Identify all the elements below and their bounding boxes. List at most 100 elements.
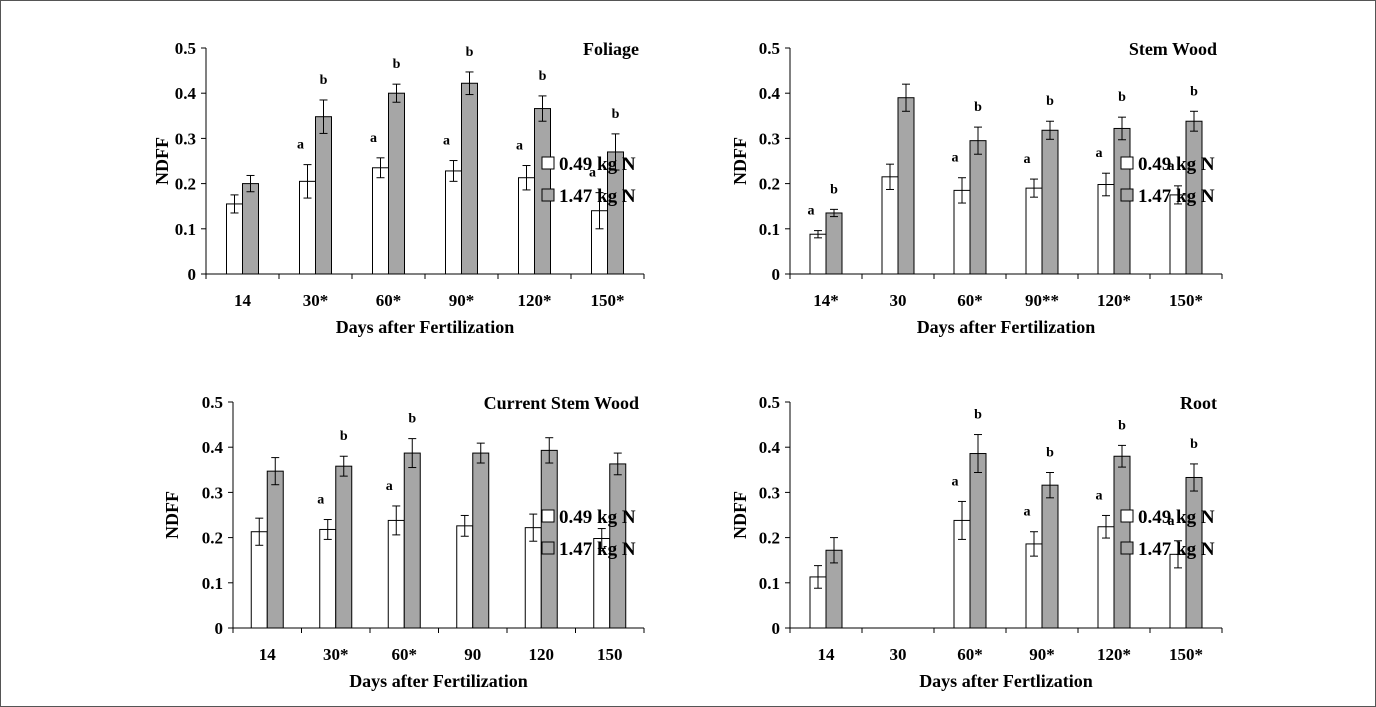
x-axis-title: Days after Fertlization: [919, 671, 1093, 691]
x-tick-label: 90*: [449, 291, 475, 310]
bar-low-n: [881, 176, 899, 275]
y-tick-label: 0.3: [202, 483, 223, 502]
legend-label: 1.47 kg N: [1138, 539, 1215, 560]
x-tick-label: 30*: [323, 645, 349, 664]
x-tick-label: 14: [818, 645, 836, 664]
y-tick-label: 0.5: [175, 39, 196, 58]
x-tick-label: 14: [259, 645, 277, 664]
y-tick-label: 0.3: [175, 129, 196, 148]
legend-swatch: [541, 188, 555, 202]
bar-low-n: [809, 233, 827, 275]
x-tick-label: 120: [529, 645, 555, 664]
x-tick-label: 90**: [1025, 291, 1059, 310]
legend-swatch: [1120, 156, 1134, 170]
x-tick-label: 60*: [957, 291, 983, 310]
x-tick-label: 120*: [518, 291, 552, 310]
x-tick-label: 60*: [957, 645, 983, 664]
significance-letter: b: [393, 57, 401, 72]
legend-label: 1.47 kg N: [559, 186, 636, 207]
x-tick-label: 30*: [303, 291, 329, 310]
bar-high-n: [335, 465, 353, 629]
significance-letter: b: [974, 408, 982, 423]
bar-high-n: [825, 212, 843, 275]
significance-letter: b: [830, 182, 838, 197]
significance-letter: b: [1118, 90, 1126, 105]
panel-title: Stem Wood: [1129, 39, 1217, 59]
significance-letter: a: [317, 493, 324, 508]
y-tick-label: 0.2: [759, 175, 780, 194]
bar-high-n: [969, 140, 987, 275]
x-tick-label: 90: [464, 645, 481, 664]
legend-swatch: [1120, 509, 1134, 523]
x-tick-label: 14*: [813, 291, 839, 310]
bar-high-n: [969, 453, 987, 629]
x-tick-label: 14: [234, 291, 252, 310]
bar-high-n: [897, 97, 915, 275]
significance-letter: a: [1024, 152, 1031, 167]
bar-low-n: [226, 203, 243, 275]
x-tick-label: 150*: [1169, 291, 1203, 310]
bar-low-n: [445, 170, 462, 275]
bar-high-n: [540, 449, 558, 629]
x-tick-label: 150: [597, 645, 623, 664]
x-tick-label: 30: [890, 291, 907, 310]
x-tick-label: 120*: [1097, 645, 1131, 664]
panel-title: Root: [1180, 393, 1217, 413]
chart-panel-4: 0 0.1 0.2 0.3 0.4 0.5 NDFF 14 30 60* 90* 120* 150* a a…: [730, 393, 1223, 691]
bar-low-n: [524, 527, 542, 629]
y-tick-label: 0.1: [759, 220, 780, 239]
y-tick-label: 0.2: [202, 529, 223, 548]
significance-letter: a: [1096, 146, 1103, 161]
legend-swatch: [1120, 188, 1134, 202]
y-axis-title: NDFF: [152, 137, 172, 185]
y-tick-label: 0.1: [175, 220, 196, 239]
significance-letter: b: [1118, 418, 1126, 433]
bar-high-n: [266, 470, 284, 629]
significance-letter: b: [1046, 446, 1054, 461]
significance-letter: a: [1168, 514, 1175, 529]
x-axis-title: Days after Fertilization: [917, 317, 1096, 337]
legend-swatch: [541, 156, 555, 170]
significance-letter: a: [1096, 488, 1103, 503]
significance-letter: a: [952, 151, 959, 166]
y-axis-title: NDFF: [162, 491, 182, 539]
bar-low-n: [456, 525, 474, 629]
significance-letter: b: [539, 69, 547, 84]
panel-title: Foliage: [583, 39, 639, 59]
x-tick-label: 90*: [1029, 645, 1055, 664]
y-tick-label: 0.2: [175, 175, 196, 194]
y-tick-label: 0.5: [202, 393, 223, 412]
y-tick-label: 0.3: [759, 129, 780, 148]
y-tick-label: 0.3: [759, 483, 780, 502]
significance-letter: b: [974, 100, 982, 115]
significance-letter: b: [612, 107, 620, 122]
significance-letter: a: [297, 138, 304, 153]
y-axis-title: NDFF: [730, 137, 750, 185]
y-tick-label: 0: [772, 265, 781, 284]
bar-high-n: [242, 183, 259, 275]
bar-low-n: [372, 167, 389, 275]
x-tick-label: 150*: [591, 291, 625, 310]
y-tick-label: 0.1: [759, 574, 780, 593]
significance-letter: b: [1190, 84, 1198, 99]
y-tick-label: 0.5: [759, 393, 780, 412]
y-tick-label: 0.1: [202, 574, 223, 593]
x-tick-label: 30: [890, 645, 907, 664]
legend-label: 1.47 kg N: [559, 539, 636, 560]
bar-high-n: [461, 82, 478, 275]
x-axis-title: Days after Fertilization: [349, 671, 528, 691]
panel-title: Current Stem Wood: [484, 393, 639, 413]
y-tick-label: 0: [215, 619, 224, 638]
legend-swatch: [541, 509, 555, 523]
y-tick-label: 0: [188, 265, 197, 284]
significance-letter: a: [1024, 505, 1031, 520]
bar-low-n: [518, 177, 535, 275]
x-tick-label: 150*: [1169, 645, 1203, 664]
bar-high-n: [403, 452, 421, 629]
bar-high-n: [315, 116, 332, 275]
y-tick-label: 0.4: [759, 438, 781, 457]
legend-swatch: [1120, 541, 1134, 555]
significance-letter: a: [443, 134, 450, 149]
significance-letter: a: [589, 166, 596, 181]
